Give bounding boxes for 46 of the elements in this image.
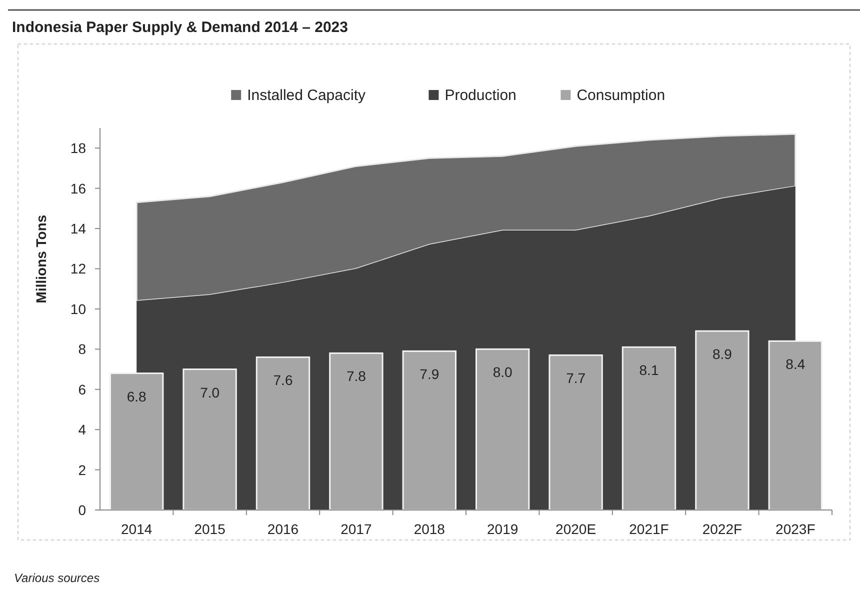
y-tick-label: 16 bbox=[70, 180, 86, 196]
legend-label: Installed Capacity bbox=[247, 87, 366, 104]
data-label: 8.0 bbox=[492, 364, 513, 380]
x-tick-label: 2014 bbox=[121, 521, 152, 537]
x-tick-label: 2017 bbox=[340, 521, 372, 537]
x-tick-label: 2020E bbox=[556, 521, 596, 537]
x-tick-label: 2023F bbox=[776, 521, 816, 537]
data-label: 6.8 bbox=[126, 388, 147, 404]
y-tick-label: 14 bbox=[70, 220, 86, 237]
bar bbox=[402, 350, 456, 511]
x-tick-label: 2019 bbox=[487, 521, 518, 537]
y-tick-label: 2 bbox=[78, 462, 86, 478]
legend-label: Production bbox=[444, 87, 516, 104]
bar bbox=[182, 368, 237, 511]
data-label: 8.4 bbox=[786, 356, 806, 372]
y-tick-label: 6 bbox=[78, 381, 86, 398]
x-tick-label: 2021F bbox=[629, 521, 669, 537]
data-label: 7.9 bbox=[420, 366, 440, 382]
legend-label: Consumption bbox=[576, 87, 666, 104]
bar bbox=[695, 330, 750, 511]
y-tick-label: 10 bbox=[70, 300, 86, 317]
data-label: 7.0 bbox=[200, 384, 220, 400]
chart-title: Indonesia Paper Supply & Demand 2014 – 2023 bbox=[12, 19, 348, 36]
bar bbox=[110, 372, 164, 511]
y-tick-label: 0 bbox=[78, 502, 86, 518]
data-label: 7.6 bbox=[273, 372, 293, 388]
bar bbox=[622, 346, 676, 511]
y-tick-label: 12 bbox=[70, 260, 86, 277]
bar bbox=[256, 356, 310, 511]
bar bbox=[476, 348, 530, 511]
data-label: 8.1 bbox=[639, 362, 659, 378]
x-tick-label: 2018 bbox=[414, 521, 446, 537]
y-tick-label: 4 bbox=[78, 422, 86, 438]
bar bbox=[329, 352, 384, 511]
bar bbox=[768, 340, 822, 511]
y-tick-label: 8 bbox=[78, 341, 86, 358]
data-label: 8.9 bbox=[712, 346, 732, 362]
bar bbox=[548, 354, 603, 511]
y-axis-title: Millions Tons bbox=[33, 214, 49, 304]
data-label: 7.8 bbox=[346, 368, 366, 384]
text: Various sources bbox=[14, 571, 100, 585]
data-label: 7.7 bbox=[566, 370, 586, 386]
x-tick-label: 2016 bbox=[267, 521, 299, 537]
x-tick-label: 2015 bbox=[194, 521, 226, 537]
x-tick-label: 2022F bbox=[702, 521, 742, 537]
y-tick-label: 18 bbox=[70, 140, 86, 156]
